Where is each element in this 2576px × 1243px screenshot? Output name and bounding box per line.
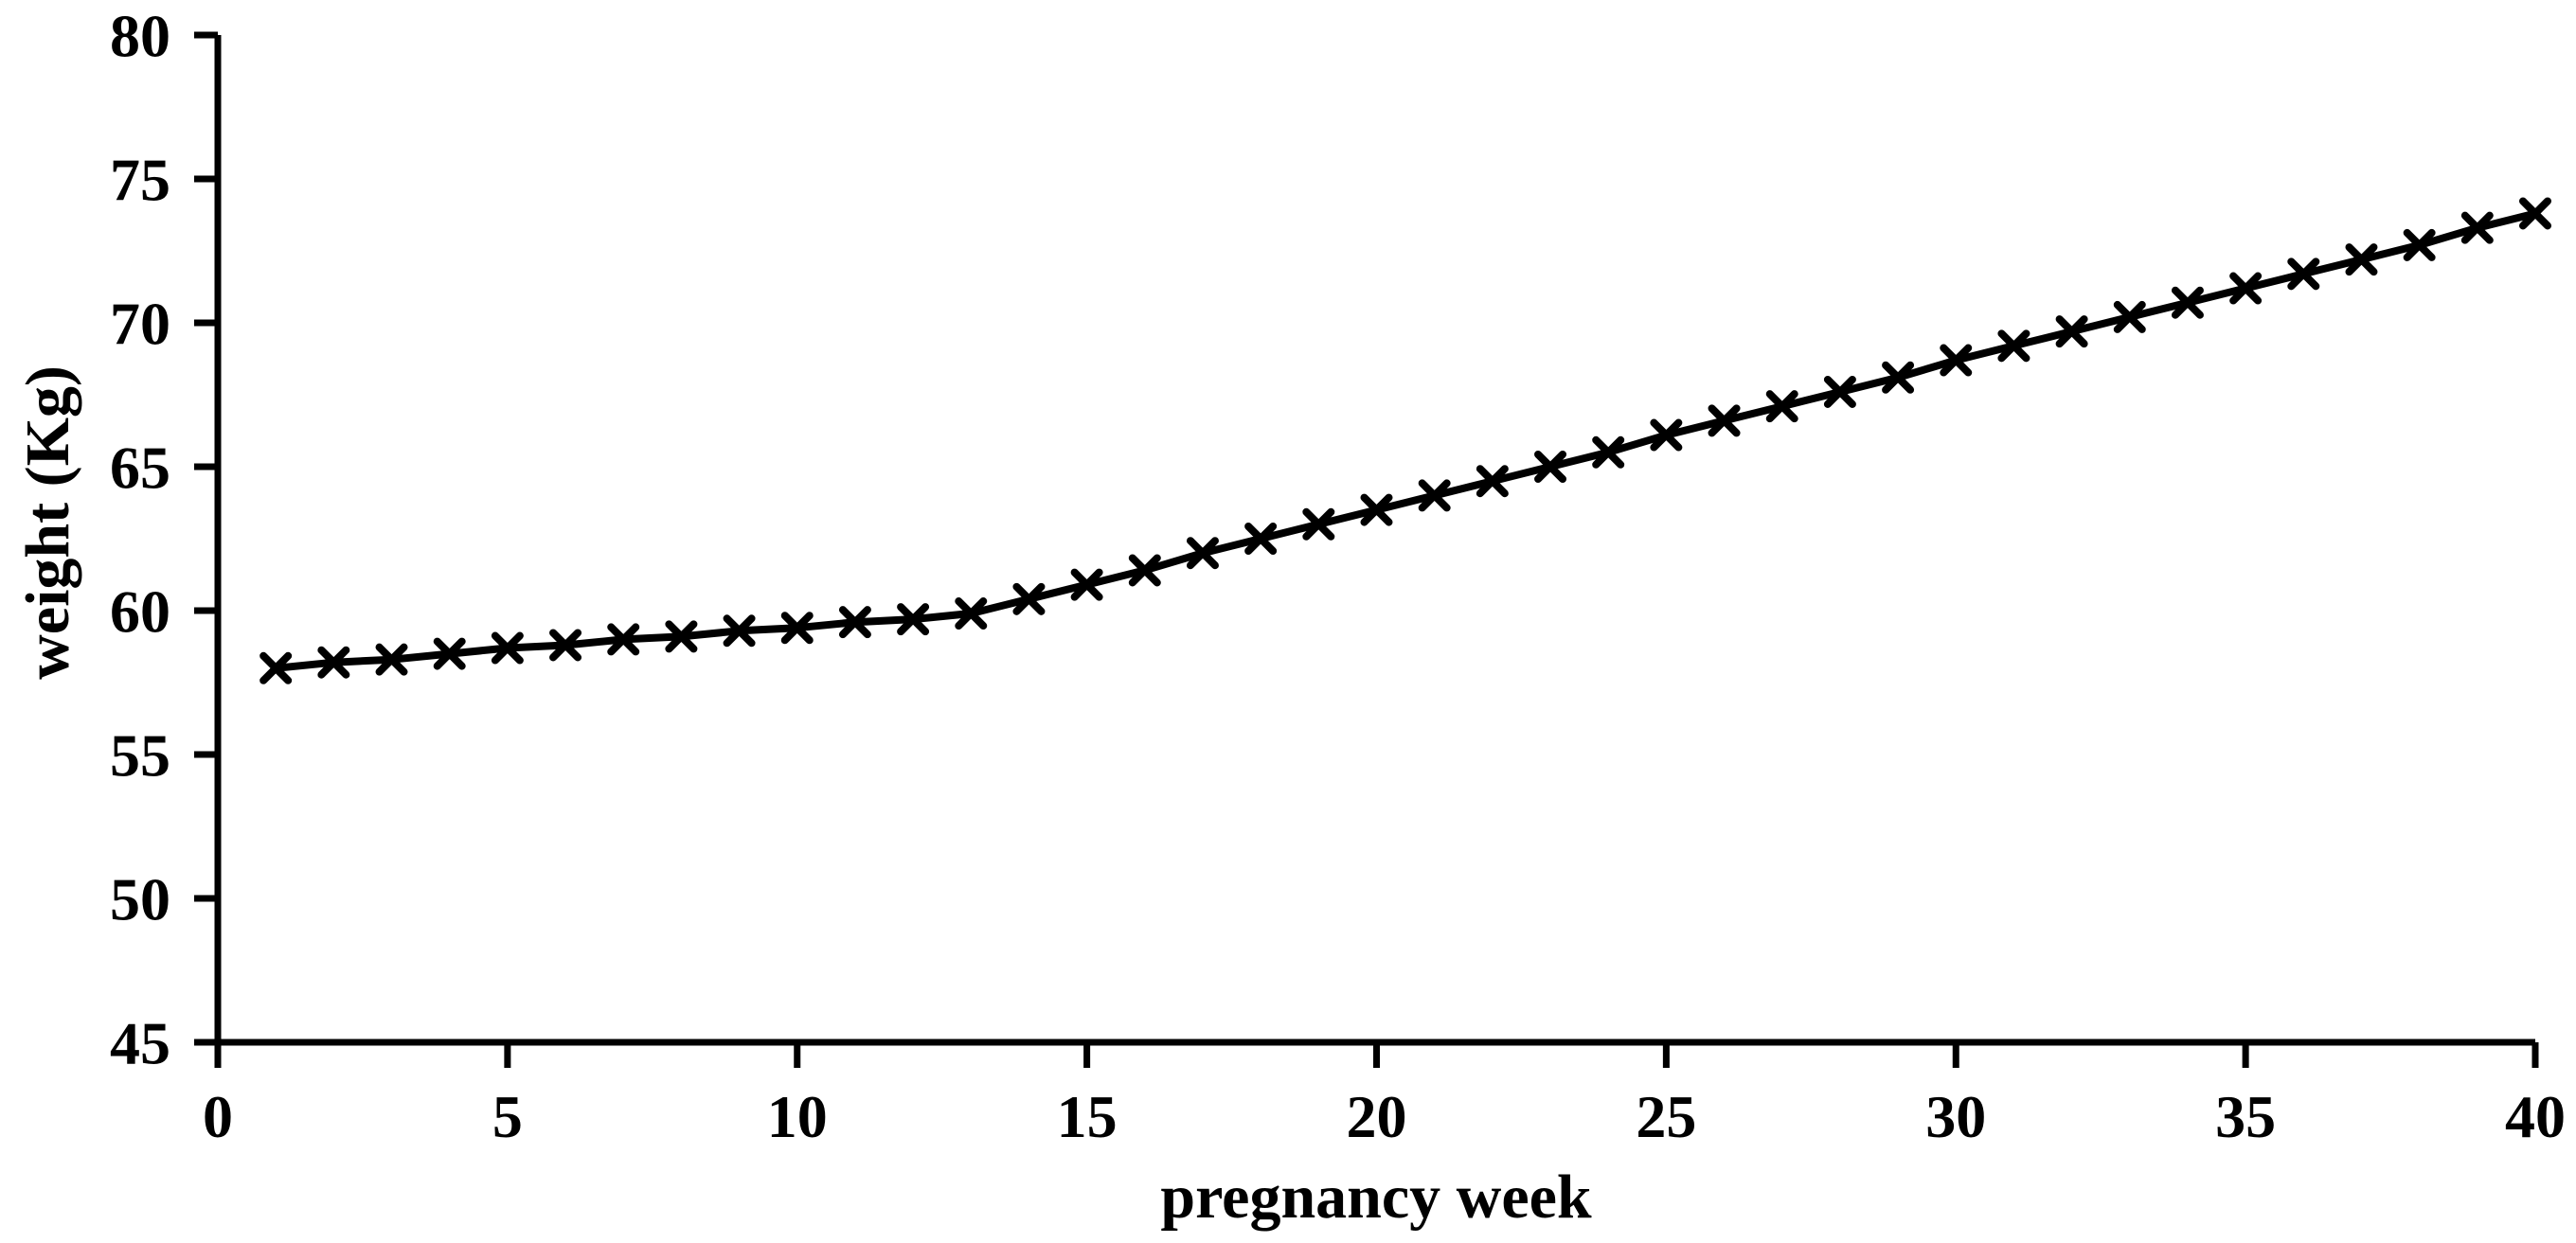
y-tick-label: 45 xyxy=(110,1009,170,1076)
axis-frame xyxy=(214,35,2535,1046)
data-point-x-marker xyxy=(2345,243,2378,276)
data-point-x-marker xyxy=(1128,554,1161,587)
x-tick-label: 20 xyxy=(1347,1083,1407,1150)
data-point-x-marker xyxy=(607,623,640,656)
y-tick-label: 60 xyxy=(110,577,170,645)
x-tick-label: 10 xyxy=(767,1083,828,1150)
data-point-x-marker xyxy=(549,629,582,662)
data-point-x-marker xyxy=(838,606,871,639)
data-point-x-marker xyxy=(1882,361,1915,394)
x-tick-label: 30 xyxy=(1925,1083,1986,1150)
data-point-x-marker xyxy=(1534,451,1567,483)
data-point-x-marker xyxy=(2229,272,2263,305)
y-tick-label: 75 xyxy=(110,146,170,213)
data-point-x-marker xyxy=(1823,375,1856,408)
data-point-x-marker xyxy=(2113,300,2146,333)
data-point-x-marker xyxy=(1997,329,2030,363)
data-point-x-marker xyxy=(1418,479,1451,512)
data-point-x-marker xyxy=(1592,435,1625,469)
x-tick-label: 25 xyxy=(1636,1083,1696,1150)
data-point-x-marker xyxy=(1476,465,1509,498)
data-point-x-marker xyxy=(491,631,524,665)
data-point-x-marker xyxy=(1244,523,1278,555)
data-point-x-marker xyxy=(1070,568,1103,601)
weight-series-line xyxy=(275,209,2536,672)
y-tick-label: 65 xyxy=(110,434,170,501)
x-tick-label: 0 xyxy=(203,1083,233,1150)
data-point-x-marker xyxy=(2171,286,2204,319)
data-point-x-marker xyxy=(375,643,408,676)
data-point-x-marker xyxy=(897,603,930,636)
data-point-x-marker xyxy=(723,614,756,648)
data-point-x-marker xyxy=(1302,507,1335,541)
data-point-x-marker xyxy=(1708,404,1741,437)
x-axis-title: pregnancy week xyxy=(1160,1163,1592,1232)
data-series xyxy=(259,197,2551,684)
data-point-x-marker xyxy=(317,646,350,679)
y-tick-label: 70 xyxy=(110,290,170,357)
data-point-x-marker xyxy=(2403,228,2436,261)
data-point-x-marker xyxy=(433,637,466,670)
data-point-x-marker xyxy=(2460,211,2494,244)
data-point-x-marker xyxy=(780,612,814,645)
x-tick-label: 15 xyxy=(1057,1083,1118,1150)
data-point-x-marker xyxy=(259,651,293,684)
x-tick-label: 40 xyxy=(2505,1083,2566,1150)
data-point-x-marker xyxy=(1940,344,1973,377)
x-tick-label: 5 xyxy=(492,1083,523,1150)
y-tick-label: 80 xyxy=(110,2,170,69)
data-point-x-marker xyxy=(955,597,988,630)
data-point-x-marker xyxy=(1360,493,1393,526)
data-point-x-marker xyxy=(1012,582,1046,615)
data-point-x-marker xyxy=(2287,257,2320,291)
data-point-x-marker xyxy=(2055,315,2088,348)
data-point-x-marker xyxy=(1765,390,1798,423)
data-point-x-marker xyxy=(665,620,698,653)
data-point-x-marker xyxy=(2519,197,2551,230)
data-point-x-marker xyxy=(1186,537,1219,570)
y-tick-label: 55 xyxy=(110,721,170,789)
axes: 45 50 55 60 65 70 75 80 0 5 10 15 20 25 30 35 40 xyxy=(110,2,2566,1150)
y-tick-label: 50 xyxy=(110,865,170,932)
x-tick-label: 35 xyxy=(2215,1083,2276,1150)
data-point-x-marker xyxy=(1650,418,1683,452)
y-axis-title: weight (Kg) xyxy=(13,365,82,680)
